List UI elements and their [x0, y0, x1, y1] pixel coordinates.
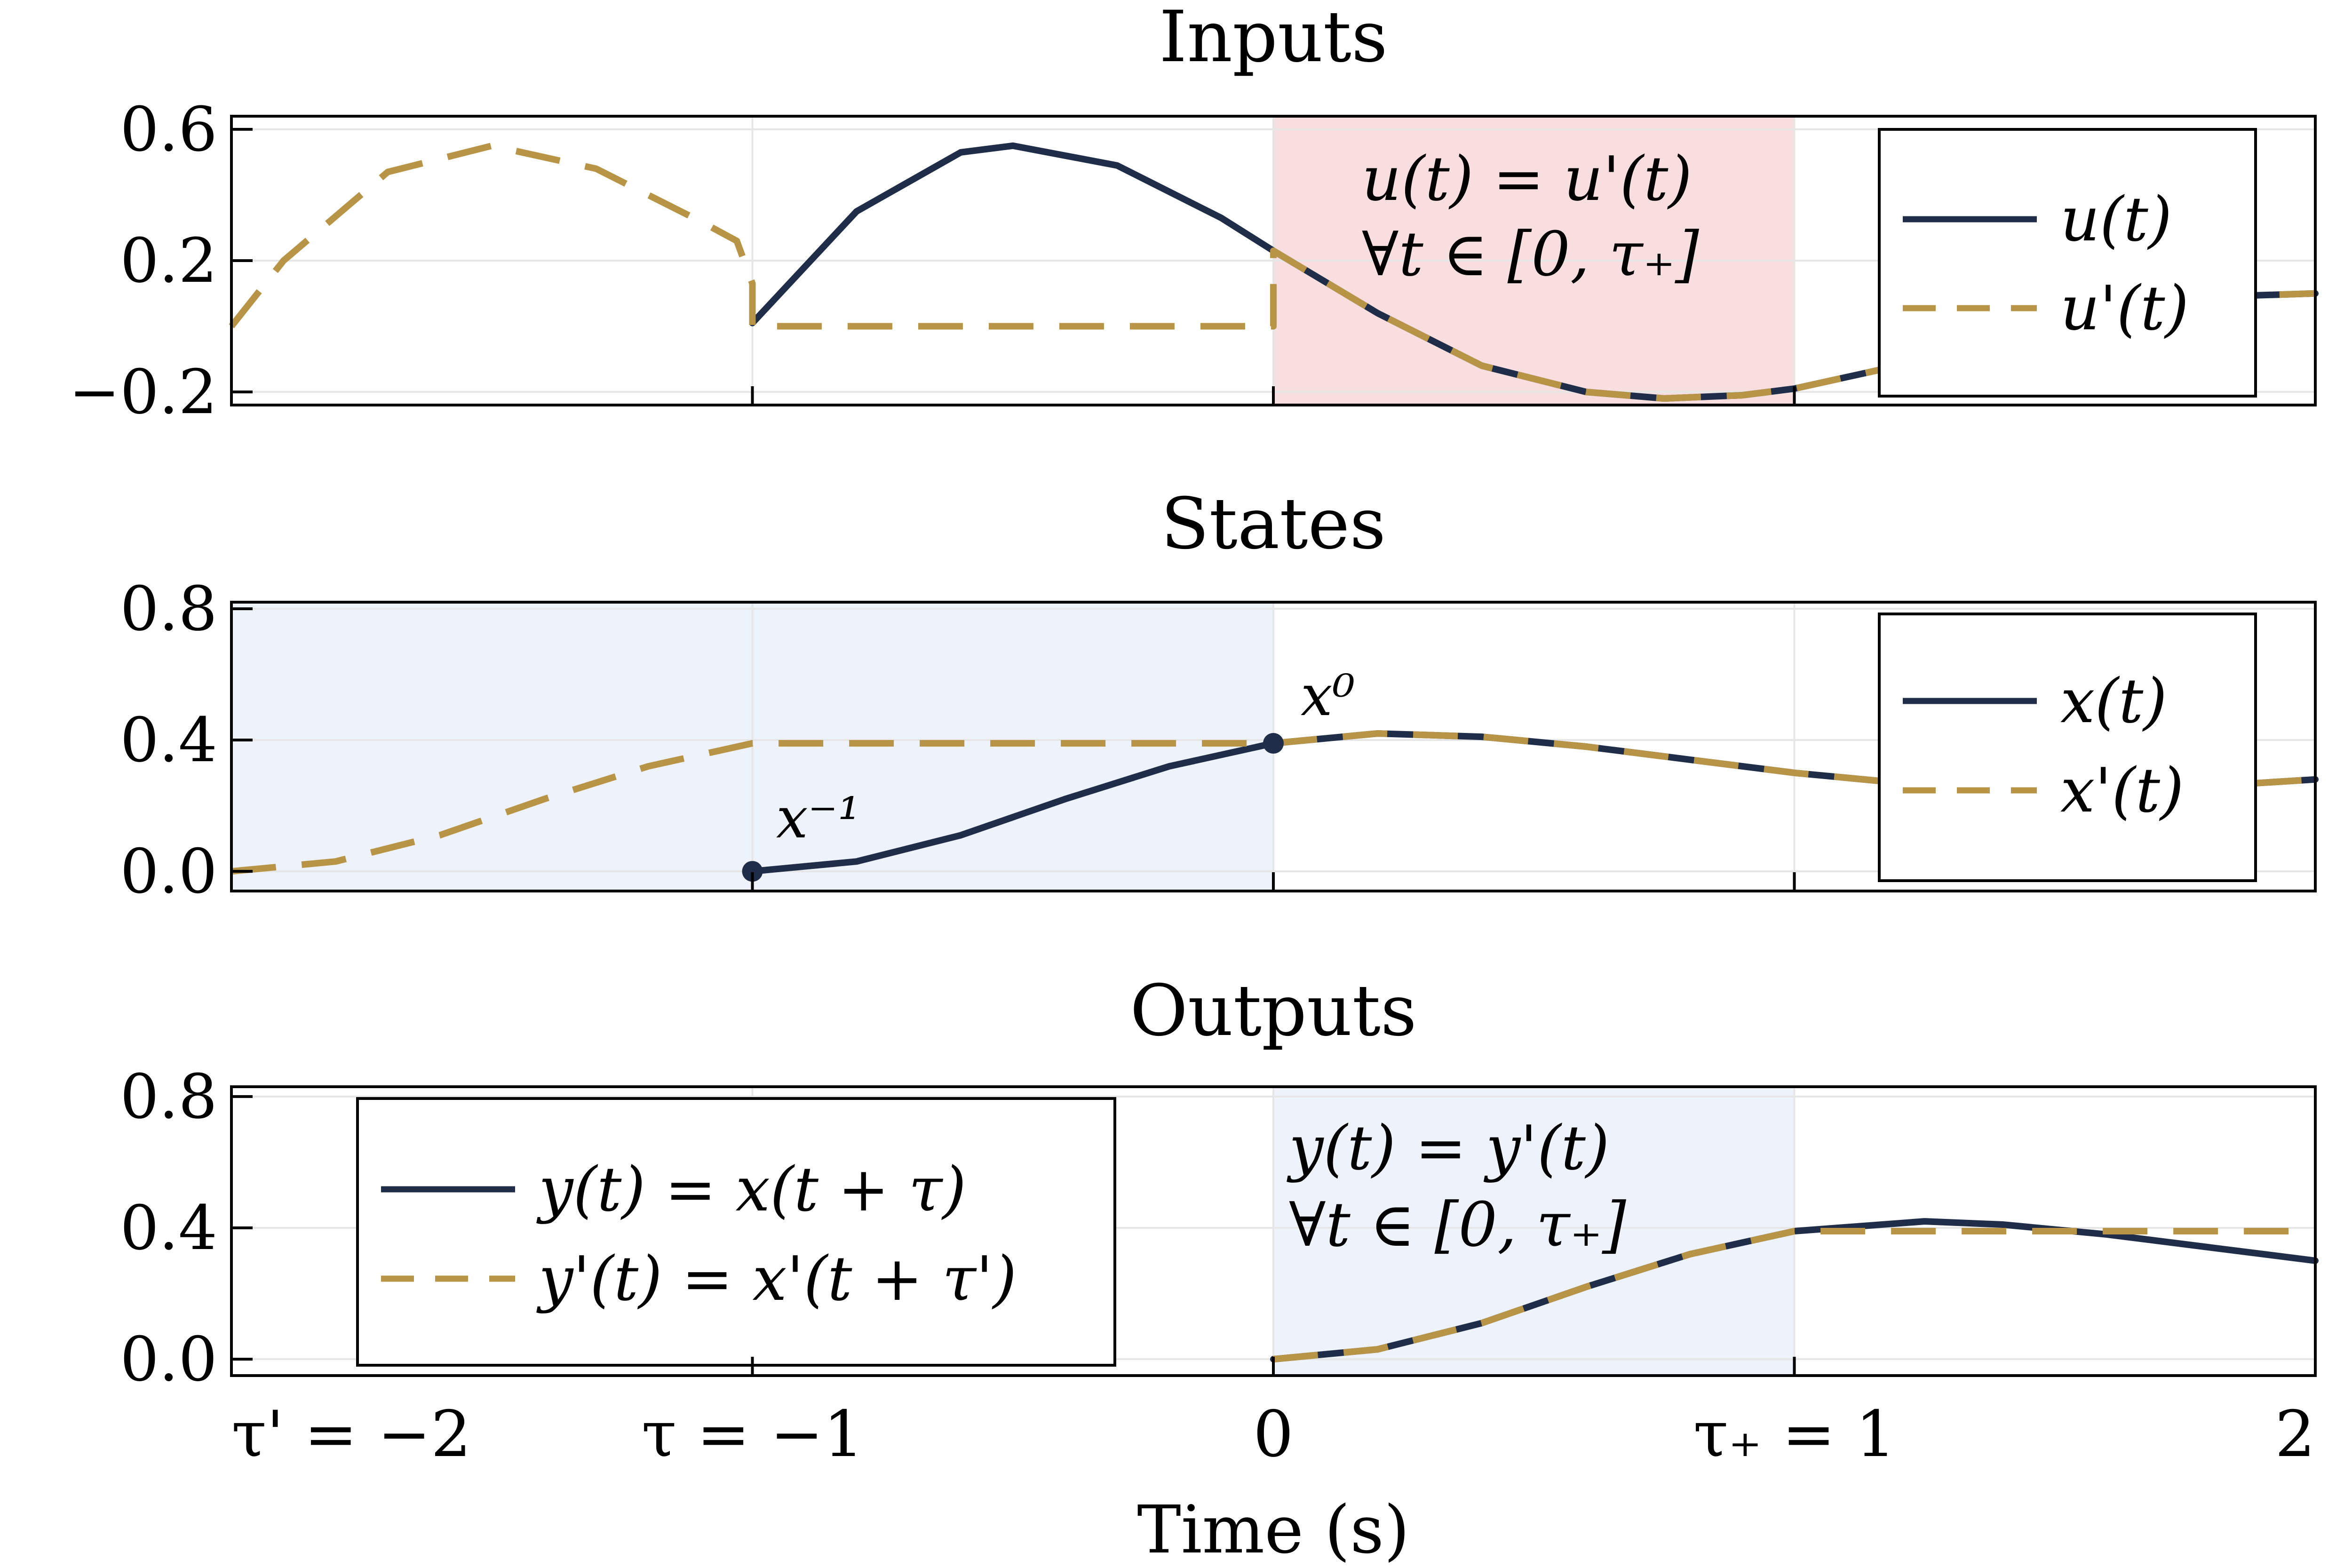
states-point-1 [1263, 733, 1284, 754]
outputs-ytick-label-1: 0.4 [120, 1192, 217, 1264]
panel-outputs: 0.8 0.4 0.0 Outputs y(t) = y'(t) ∀t ∈ [0, … [120, 970, 2319, 1395]
x-tick-label-0: τ' = −2 [231, 1397, 471, 1471]
inputs-title: Inputs [1159, 0, 1388, 78]
point-label-x-minus-1: x⁻¹ [776, 786, 860, 851]
states-ytick-label-2: 0.0 [120, 836, 217, 907]
legend-label-y-prime: y'(t) = x'(t + τ') [536, 1243, 1017, 1314]
outputs-legend: y(t) = x(t + τ) y'(t) = x'(t + τ') [356, 1097, 1116, 1367]
inputs-ytick-label-0: 0.6 [120, 94, 217, 165]
outputs-series-layer [1270, 1218, 2319, 1363]
inputs-ytick-layer: 0.6 0.2 −0.2 [69, 94, 253, 428]
states-title: States [1161, 483, 1386, 565]
legend-label-x-prime: x'(t) [2060, 755, 2184, 826]
outputs-ytick-layer: 0.8 0.4 0.0 [120, 1061, 253, 1395]
states-legend: x(t) x'(t) [1878, 613, 2257, 882]
x-tick-label-3: τ₊ = 1 [1693, 1397, 1896, 1471]
outputs-annotation-line1: y(t) = y'(t) [1287, 1112, 1610, 1184]
outputs-shade-layer [1273, 1087, 1795, 1376]
outputs-annotation-line2: ∀t ∈ [0, τ₊] [1289, 1189, 1626, 1260]
states-ytick-layer: 0.8 0.4 0.0 [120, 573, 253, 907]
states-point-0 [742, 861, 763, 882]
panel-inputs: 0.6 0.2 −0.2 Inputs u(t) = u'(t) ∀t ∈ [0, … [69, 0, 2319, 428]
outputs-series-dashed [1273, 1228, 2315, 1363]
point-label-x-0: x⁰ [1301, 663, 1355, 729]
legend-label-y: y(t) = x(t + τ) [536, 1154, 966, 1225]
x-tick-marks-layer [230, 386, 2317, 1376]
outputs-ytick-label-0: 0.8 [120, 1061, 217, 1132]
legend-label-x: x(t) [2060, 665, 2167, 737]
x-tick-label-4: 2 [2275, 1397, 2315, 1471]
states-series-dashed [231, 730, 2316, 875]
inputs-annotation-line1: u(t) = u'(t) [1362, 143, 1692, 215]
inputs-ytick-label-1: 0.2 [120, 225, 217, 296]
x-axis: τ' = −2 τ = −1 0 τ₊ = 1 2 Time (s) [230, 386, 2317, 1568]
legend-label-u: u(t) [2060, 183, 2172, 255]
panel-states: 0.8 0.4 0.0 States x⁻¹ x⁰ x(t) x'(t) [120, 483, 2319, 907]
inputs-ytick-label-2: −0.2 [69, 356, 217, 428]
legend-label-u-prime: u'(t) [2060, 272, 2189, 344]
x-tick-label-1: τ = −1 [642, 1397, 864, 1471]
states-ytick-label-1: 0.4 [120, 704, 217, 776]
x-axis-label: Time (s) [1137, 1492, 1409, 1568]
outputs-title: Outputs [1130, 970, 1417, 1052]
states-ytick-label-0: 0.8 [120, 573, 217, 645]
inputs-annotation-line2: ∀t ∈ [0, τ₊] [1362, 218, 1699, 290]
outputs-shaded-region-0 [1273, 1087, 1795, 1376]
outputs-ytick-label-2: 0.0 [120, 1323, 217, 1395]
x-tick-label-2: 0 [1253, 1397, 1294, 1471]
inputs-legend: u(t) u'(t) [1878, 128, 2257, 398]
